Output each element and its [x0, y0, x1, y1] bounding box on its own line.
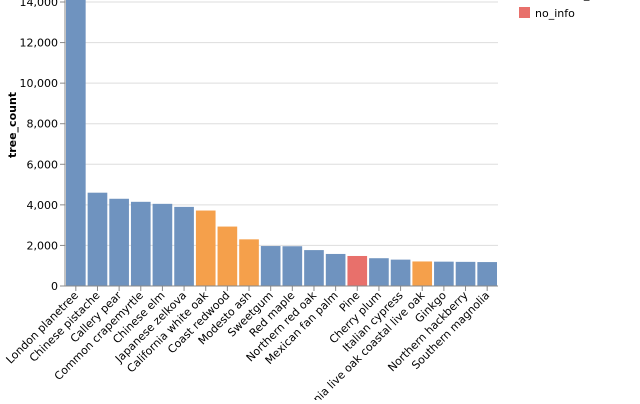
bar — [174, 206, 194, 286]
y-tick-label: 14,000 — [20, 0, 59, 9]
legend-swatch — [519, 7, 530, 18]
bar — [304, 250, 324, 286]
y-tick-label: 10,000 — [20, 77, 59, 90]
bar — [130, 201, 151, 286]
y-gridlines: 0 2,000 4,000 6,000 8,000 10,000 12,000 14,000 — [20, 0, 498, 293]
bar — [239, 239, 259, 286]
bar — [152, 203, 173, 286]
bars-group — [66, 0, 497, 286]
y-tick-label: 8,000 — [27, 118, 59, 131]
bar — [434, 261, 454, 286]
legend: naturally_occurring no_info — [519, 0, 640, 20]
bar — [412, 261, 433, 286]
bar — [109, 198, 129, 286]
y-tick-label: 4,000 — [27, 199, 59, 212]
y-tick-label: 2,000 — [27, 239, 59, 252]
y-axis-title: tree_count — [6, 92, 19, 158]
bar — [347, 255, 368, 286]
y-tick-label: 6,000 — [27, 158, 59, 171]
bar — [260, 246, 281, 286]
legend-label: no_info — [535, 7, 575, 20]
y-tick-label: 12,000 — [20, 37, 59, 50]
bar — [217, 226, 238, 286]
legend-label: naturally_occurring — [535, 0, 640, 1]
bar — [195, 210, 216, 286]
bar — [282, 246, 303, 286]
bar — [87, 192, 108, 286]
bar — [390, 259, 411, 286]
bar — [455, 261, 476, 286]
y-tick-label: 0 — [51, 280, 58, 293]
bar — [66, 0, 86, 286]
bar — [477, 262, 497, 286]
bar — [369, 258, 389, 286]
bar — [325, 253, 346, 286]
